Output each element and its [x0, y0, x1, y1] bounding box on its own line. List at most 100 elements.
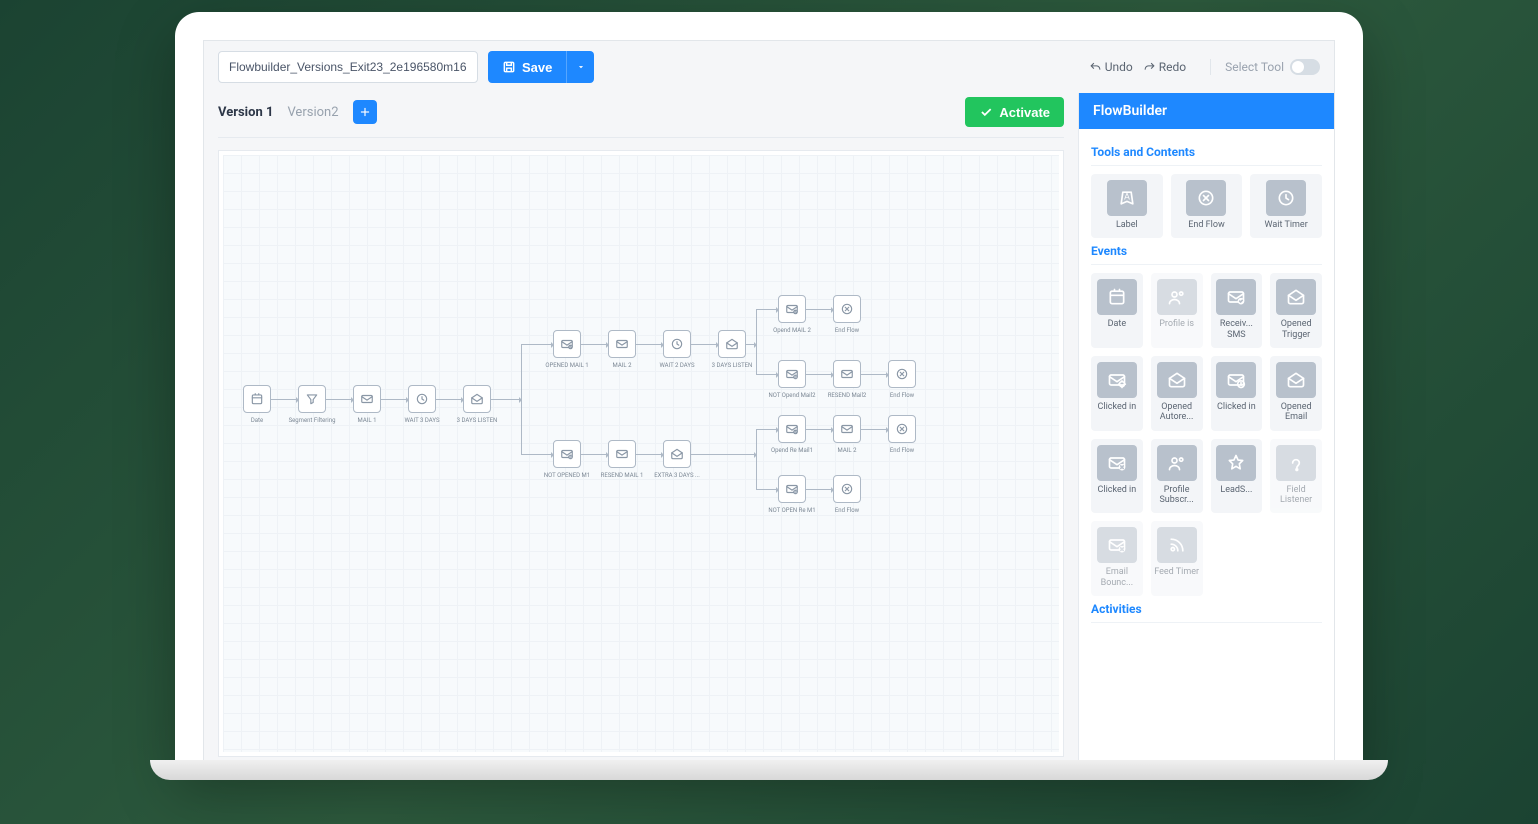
- undo-button[interactable]: Undo: [1089, 60, 1133, 74]
- tool-tile-profile: Profile is: [1151, 273, 1203, 348]
- tool-tile-mailx[interactable]: Clicked in: [1091, 439, 1143, 514]
- flow-node-endA2[interactable]: [888, 360, 916, 388]
- flow-node-label: NOT Opend Mail2: [764, 392, 820, 399]
- flow-node-seg[interactable]: [298, 385, 326, 413]
- tool-tile-endflow[interactable]: End Flow: [1171, 174, 1243, 238]
- sidebar-header: FlowBuilder: [1079, 93, 1334, 129]
- star-icon: [1226, 453, 1246, 473]
- tool-tile-mailgear[interactable]: Clicked in: [1091, 356, 1143, 431]
- flow-edge: [746, 344, 756, 345]
- tool-tile-profile[interactable]: Profile Subscr...: [1151, 439, 1203, 514]
- tool-tile-label[interactable]: ALabel: [1091, 174, 1163, 238]
- section-title: Tools and Contents: [1091, 145, 1322, 166]
- mail-icon: [840, 367, 854, 381]
- flow-node-mail2a[interactable]: [608, 330, 636, 358]
- flow-edge: [491, 399, 521, 400]
- tool-tile-openmail[interactable]: Opened Email: [1270, 356, 1322, 431]
- flow-edge: [756, 309, 778, 310]
- endflow-icon: [895, 367, 909, 381]
- flow-node-listen3[interactable]: [463, 385, 491, 413]
- tile-grid: ALabelEnd FlowWait Timer: [1091, 174, 1322, 238]
- tile-icon: [1097, 527, 1137, 563]
- tab-version-2[interactable]: Version2: [287, 101, 338, 124]
- openmail-icon: [470, 392, 484, 406]
- topbar: Save Undo Redo Select Tool: [204, 41, 1334, 93]
- mail-icon: [615, 337, 629, 351]
- flow-title-input[interactable]: [218, 51, 478, 83]
- flow-node-label: WAIT 3 DAYS: [394, 417, 450, 424]
- openmail-icon: [670, 447, 684, 461]
- tile-label: Clicked in: [1217, 402, 1256, 412]
- tool-tile-openmail[interactable]: Opened Autore...: [1151, 356, 1203, 431]
- save-dropdown[interactable]: [566, 51, 594, 83]
- flow-canvas[interactable]: DateSegment FilteringMAIL 1WAIT 3 DAYS3 …: [223, 155, 1059, 752]
- select-tool-toggle[interactable]: Select Tool: [1210, 59, 1320, 75]
- flow-edge: [756, 429, 778, 430]
- mailcheck-icon: [785, 302, 799, 316]
- toggle-icon: [1290, 59, 1320, 75]
- flow-node-label: WAIT 2 DAYS: [649, 362, 705, 369]
- tool-tile-mailclock[interactable]: Clicked in: [1211, 356, 1263, 431]
- flow-node-wait3[interactable]: [408, 385, 436, 413]
- flow-node-wait2a[interactable]: [663, 330, 691, 358]
- flow-node-endB2[interactable]: [833, 475, 861, 503]
- ear-icon: [1286, 453, 1306, 473]
- canvas-wrap: DateSegment FilteringMAIL 1WAIT 3 DAYS3 …: [218, 150, 1064, 757]
- flow-node-noA2[interactable]: [778, 360, 806, 388]
- tab-version-1[interactable]: Version 1: [218, 101, 273, 124]
- flow-node-extra3[interactable]: [663, 440, 691, 468]
- flow-node-resA2[interactable]: [833, 360, 861, 388]
- flow-node-opre1[interactable]: [778, 415, 806, 443]
- redo-button[interactable]: Redo: [1143, 60, 1186, 74]
- laptop-frame: Save Undo Redo Select Tool: [175, 12, 1363, 772]
- flow-node-label: EXTRA 3 DAYS ...: [649, 472, 705, 479]
- profile-icon: [1167, 453, 1187, 473]
- tile-icon: A: [1107, 180, 1147, 216]
- activate-button[interactable]: Activate: [965, 97, 1064, 127]
- add-version-button[interactable]: [353, 100, 377, 124]
- flow-node-mail1[interactable]: [353, 385, 381, 413]
- tool-tile-mailcheck[interactable]: Receiv... SMS: [1211, 273, 1263, 348]
- tile-icon: [1157, 445, 1197, 481]
- mailcheck-icon: [1226, 287, 1246, 307]
- main-panel: Version 1 Version2 Activate DateSegment F…: [204, 93, 1078, 771]
- tool-tile-calendar[interactable]: Date: [1091, 273, 1143, 348]
- calendar-icon: [1107, 287, 1127, 307]
- tile-label: Opened Autore...: [1153, 402, 1201, 423]
- activate-label: Activate: [999, 105, 1050, 120]
- flow-node-mail2b[interactable]: [833, 415, 861, 443]
- tool-tile-clock[interactable]: Wait Timer: [1250, 174, 1322, 238]
- flow-edge: [691, 454, 756, 455]
- tile-label: Date: [1108, 319, 1127, 329]
- save-button[interactable]: Save: [488, 51, 566, 83]
- tile-icon: [1276, 362, 1316, 398]
- flow-node-label: 3 DAYS LISTEN: [449, 417, 505, 424]
- flow-node-date[interactable]: [243, 385, 271, 413]
- flow-node-endB1[interactable]: [888, 415, 916, 443]
- flow-edge: [806, 374, 833, 375]
- mailx-icon: [1107, 453, 1127, 473]
- flow-node-nore1[interactable]: [778, 475, 806, 503]
- tile-label: Feed Timer: [1154, 567, 1199, 577]
- openmail-icon: [1167, 370, 1187, 390]
- tile-label: LeadS...: [1220, 485, 1252, 495]
- flow-node-openA1[interactable]: [778, 295, 806, 323]
- flow-node-label: End Flow: [819, 327, 875, 334]
- tool-tile-openmail[interactable]: Opened Trigger: [1270, 273, 1322, 348]
- flow-edge: [636, 454, 663, 455]
- tool-tile-star[interactable]: LeadS...: [1211, 439, 1263, 514]
- flow-node-resend1[interactable]: [608, 440, 636, 468]
- flow-node-opened1[interactable]: [553, 330, 581, 358]
- flow-node-listenA[interactable]: [718, 330, 746, 358]
- tile-label: Opened Email: [1272, 402, 1320, 423]
- mail-icon: [615, 447, 629, 461]
- flow-node-endA1[interactable]: [833, 295, 861, 323]
- tool-tile-mailx: Email Bounc...: [1091, 521, 1143, 596]
- clock-icon: [415, 392, 429, 406]
- tile-icon: [1157, 362, 1197, 398]
- mail-icon: [360, 392, 374, 406]
- openmail-icon: [1286, 287, 1306, 307]
- tile-icon: [1276, 279, 1316, 315]
- flow-node-notopened1[interactable]: [553, 440, 581, 468]
- flow-node-label: Opend MAIL 2: [764, 327, 820, 334]
